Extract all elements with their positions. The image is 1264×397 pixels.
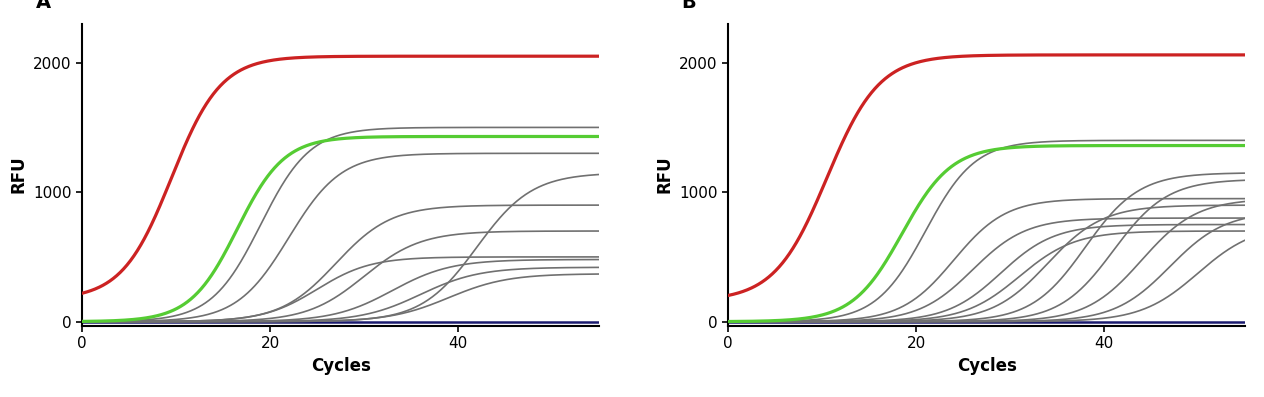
Y-axis label: RFU: RFU: [656, 156, 674, 193]
X-axis label: Cycles: Cycles: [311, 357, 370, 374]
Y-axis label: RFU: RFU: [10, 156, 28, 193]
Text: A: A: [35, 0, 51, 12]
X-axis label: Cycles: Cycles: [957, 357, 1016, 374]
Text: B: B: [681, 0, 696, 12]
